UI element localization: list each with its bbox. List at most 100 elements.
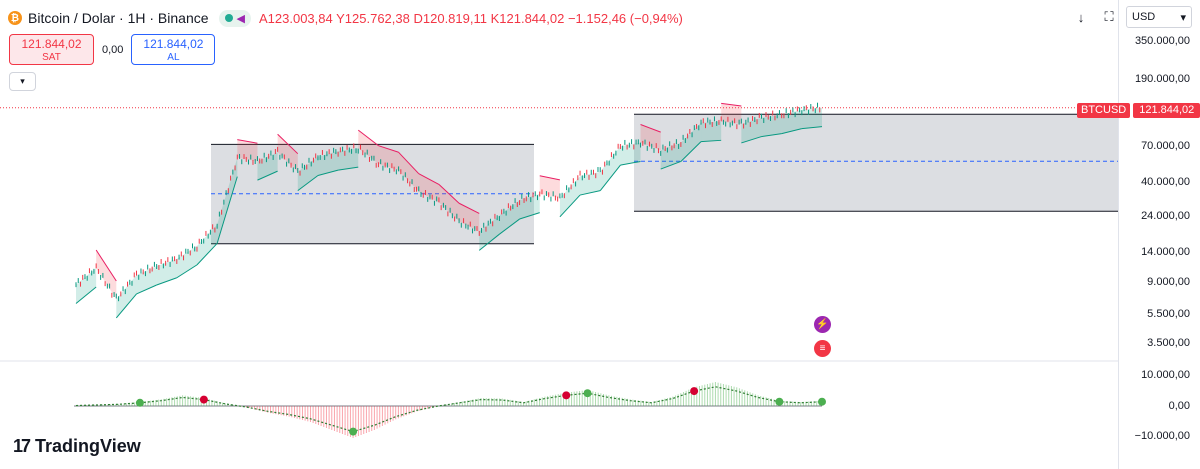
trend-band	[701, 121, 722, 142]
trend-line	[700, 139, 722, 143]
trend-band	[96, 250, 117, 300]
trend-band	[176, 246, 197, 278]
trend-band	[660, 142, 681, 170]
trend-line	[680, 141, 702, 162]
price-axis-divider	[1118, 0, 1119, 469]
tradingview-mark-icon: 17	[13, 436, 31, 456]
trend-band	[297, 156, 318, 191]
high-value: Y125.762,38	[336, 10, 410, 26]
collapse-legend-button[interactable]: ▾	[9, 72, 36, 91]
trend-band	[600, 146, 621, 191]
trend-line	[599, 164, 621, 191]
sell-label: SAT	[42, 52, 61, 63]
trend-line	[75, 286, 97, 304]
trend-line	[458, 202, 480, 214]
trend-line	[136, 284, 157, 295]
trend-line	[196, 243, 218, 266]
trend-band	[418, 173, 439, 203]
trend-line	[176, 264, 198, 279]
price-axis-label: 3.500,00	[1147, 337, 1190, 349]
trend-line	[620, 160, 641, 166]
trend-band	[217, 157, 238, 244]
current-price: 121.844,02	[1133, 103, 1200, 118]
low-value: D120.819,11	[413, 10, 487, 26]
tradingview-logo: 17 TradingView	[13, 436, 141, 457]
trend-band	[721, 103, 742, 125]
trend-line	[95, 249, 117, 282]
trend-line	[257, 170, 278, 181]
current-price-tag: BTCUSD 121.844,02	[1077, 103, 1200, 118]
trend-line	[478, 233, 500, 251]
trend-band	[479, 215, 500, 251]
open-value: A123.003,84	[259, 10, 333, 26]
trend-line	[378, 145, 399, 153]
fullscreen-icon[interactable]: ⛶	[1104, 9, 1114, 24]
osc-axis-label: 10.000,00	[1141, 369, 1190, 381]
trend-line	[519, 212, 540, 220]
trend-band	[580, 171, 601, 196]
trend-line	[640, 124, 661, 133]
price-axis-label: 190.000,00	[1134, 73, 1190, 85]
trend-line	[216, 176, 238, 244]
currency-select[interactable]: USD ▾	[1126, 6, 1192, 28]
trend-band	[801, 107, 822, 129]
trend-line	[539, 175, 560, 181]
trend-band	[277, 134, 298, 172]
trend-band	[680, 122, 702, 162]
trend-band	[338, 148, 359, 171]
trend-line	[660, 160, 682, 170]
trend-line	[418, 173, 440, 185]
trend-band	[438, 184, 460, 222]
lightning-event-icon[interactable]: ⚡	[814, 316, 831, 333]
price-axis-label: 24.000,00	[1141, 210, 1190, 222]
osc-signal-dot	[775, 397, 784, 406]
bitcoin-icon: ₿	[8, 11, 22, 25]
price-axis-label: 14.000,00	[1141, 246, 1190, 258]
trend-line	[357, 129, 379, 147]
current-symbol: BTCUSD	[1077, 103, 1131, 118]
trend-line	[115, 293, 137, 319]
us-flag-event-icon[interactable]: ≡	[814, 340, 831, 357]
trend-band	[741, 117, 762, 143]
osc-signal-dot	[135, 398, 144, 407]
buy-label: AL	[167, 52, 180, 63]
top-toolbar: ↓ ⛶ USD ▾	[1070, 6, 1192, 28]
trend-line	[721, 102, 742, 107]
trend-line	[438, 184, 460, 204]
trend-line	[559, 194, 581, 218]
spread-value: 0,00	[102, 43, 124, 56]
trend-band	[317, 151, 339, 176]
trend-line	[499, 218, 520, 235]
trade-panel: 121.844,02 SAT 0,00 121.844,02 AL	[9, 34, 216, 65]
osc-signal-dot	[690, 387, 699, 396]
trend-band	[499, 200, 520, 235]
sell-button[interactable]: 121.844,02 SAT	[9, 34, 94, 65]
osc-signal-dot	[583, 389, 592, 398]
market-open-icon	[224, 14, 233, 22]
close-value: K121.844,02	[490, 10, 565, 26]
trend-line	[317, 169, 339, 176]
market-status[interactable]: ◀	[218, 9, 251, 27]
range-box	[634, 114, 1118, 212]
arrow-down-icon[interactable]: ↓	[1077, 9, 1085, 25]
price-axis-label: 5.500,00	[1147, 308, 1190, 320]
trend-band	[761, 114, 782, 137]
buy-button[interactable]: 121.844,02 AL	[131, 34, 216, 65]
tradingview-name: TradingView	[35, 436, 141, 456]
trend-band	[519, 193, 540, 220]
price-axis-label: 9.000,00	[1147, 276, 1190, 288]
trend-band	[358, 130, 379, 164]
trend-band	[398, 152, 419, 192]
trend-line	[801, 126, 823, 130]
symbol-title[interactable]: Bitcoin / Dolar · 1H · Binance	[28, 10, 209, 26]
trend-band	[559, 176, 581, 217]
trend-band	[378, 145, 399, 171]
chevron-down-icon: ▾	[20, 76, 25, 86]
trend-band	[539, 175, 560, 198]
osc-signal-dot	[818, 397, 826, 406]
trend-band	[196, 224, 218, 265]
trend-band	[156, 258, 177, 286]
price-axis-label: 350.000,00	[1134, 35, 1190, 47]
buy-price: 121.844,02	[143, 37, 204, 51]
